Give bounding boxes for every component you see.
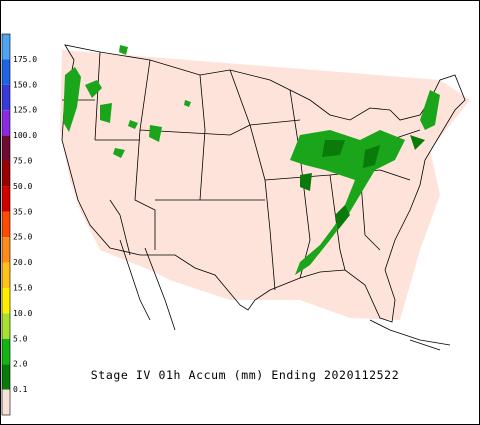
legend: 175.0 150.0 125.0 100.0 75.0 50.0 35.0 25.0 20.0… — [1, 33, 37, 416]
boundaries — [61, 44, 466, 351]
legend-label: 100.0 — [13, 131, 37, 140]
legend-label: 0.1 — [13, 385, 28, 394]
legend-label: 175.0 — [13, 55, 37, 64]
legend-label: 5.0 — [13, 334, 28, 343]
legend-label: 25.0 — [13, 233, 32, 242]
legend-swatch — [2, 186, 10, 212]
legend-label: 125.0 — [13, 106, 37, 115]
precipitation — [63, 45, 440, 275]
coverage-area — [60, 50, 470, 320]
legend-swatch — [2, 59, 10, 85]
legend-label: 20.0 — [13, 258, 32, 267]
legend-swatch — [2, 313, 10, 339]
legend-border — [1, 33, 11, 416]
legend-swatch — [2, 135, 10, 161]
legend-swatch — [2, 262, 10, 288]
legend-swatch — [2, 34, 10, 60]
legend-swatch — [2, 389, 10, 415]
legend-swatch — [2, 364, 10, 390]
legend-swatch — [2, 211, 10, 238]
legend-label: 50.0 — [13, 182, 32, 191]
legend-label: 10.0 — [13, 309, 32, 318]
legend-swatch — [2, 288, 10, 314]
legend-label: 15.0 — [13, 284, 32, 293]
legend-swatch — [2, 161, 10, 187]
legend-label: 150.0 — [13, 80, 37, 89]
legend-label: 35.0 — [13, 207, 32, 216]
legend-swatch — [2, 84, 10, 111]
legend-swatch — [2, 338, 10, 365]
legend-swatch — [2, 237, 10, 263]
legend-label: 2.0 — [13, 360, 28, 369]
legend-label: 75.0 — [13, 157, 32, 166]
caption: Stage IV 01h Accum (mm) Ending 202011252… — [91, 368, 399, 382]
legend-swatch — [2, 110, 10, 136]
